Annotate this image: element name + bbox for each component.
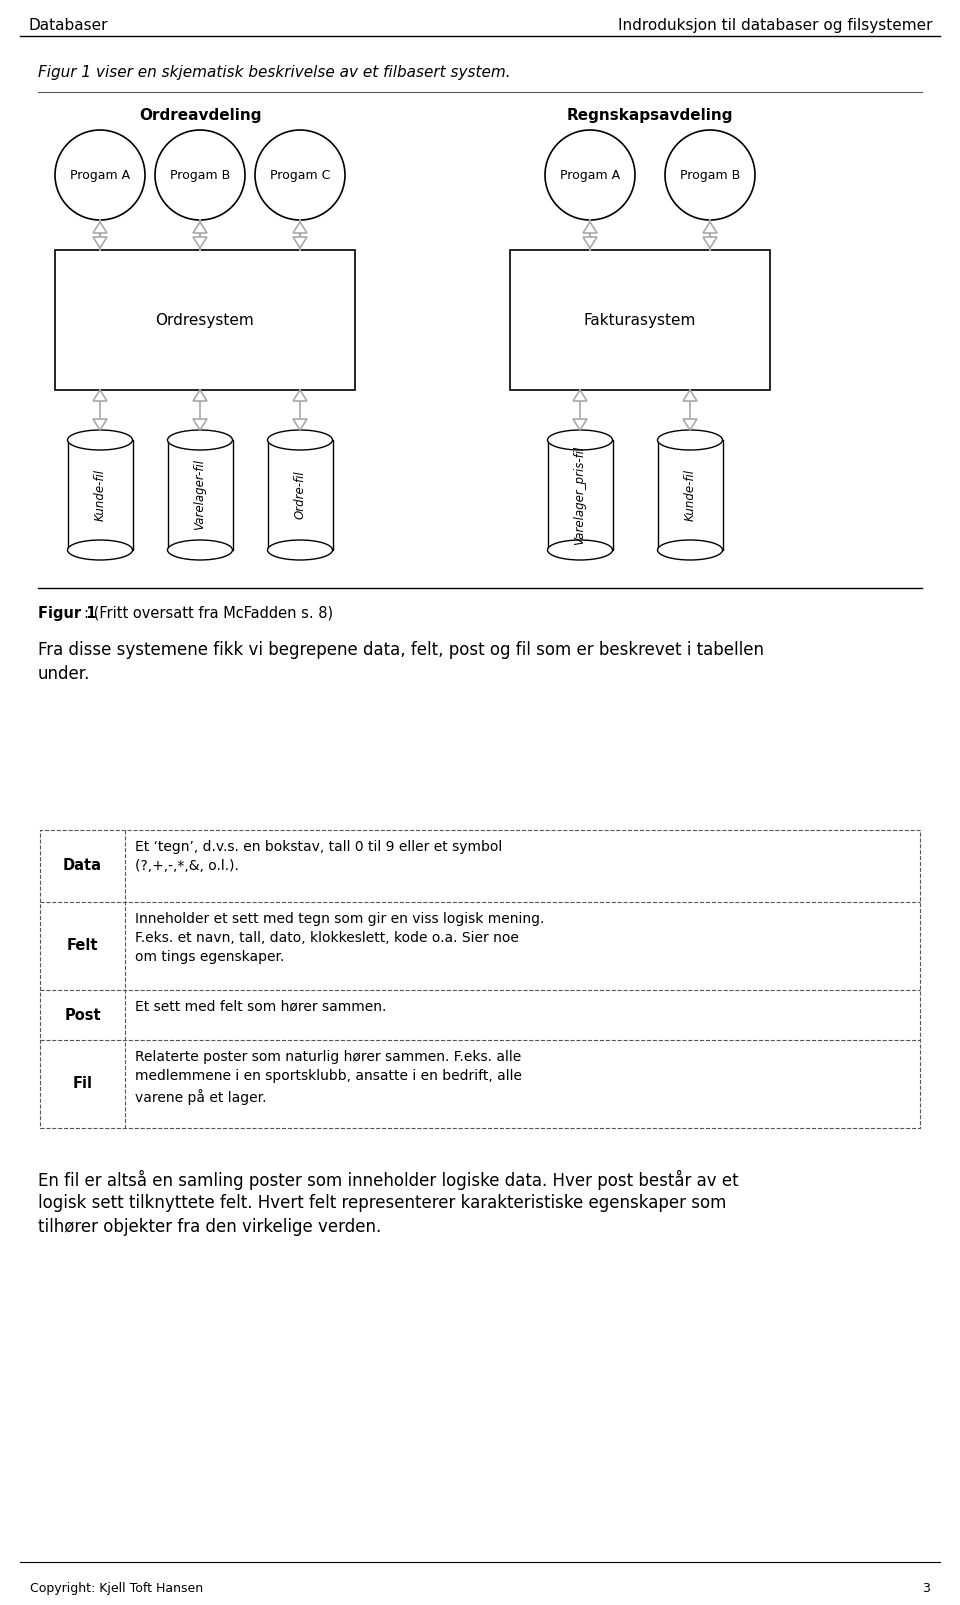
Polygon shape [293,390,307,401]
Polygon shape [93,238,107,249]
Text: Data: Data [63,859,102,873]
Text: 3: 3 [923,1583,930,1595]
Bar [510,250,770,390]
Text: Ordre-fil: Ordre-fil [294,470,306,520]
Text: Relaterte poster som naturlig hører sammen. F.eks. alle
medlemmene i en sportskl: Relaterte poster som naturlig hører samm… [135,1050,522,1104]
Text: Progam C: Progam C [270,169,330,181]
Text: Felt: Felt [67,939,98,953]
Bar [40,830,920,1128]
Bar [67,440,132,551]
Ellipse shape [658,430,723,449]
Polygon shape [583,221,597,233]
Polygon shape [573,419,587,430]
Text: Post: Post [64,1008,101,1022]
Text: Copyright: Kjell Toft Hansen: Copyright: Kjell Toft Hansen [30,1583,204,1595]
Text: Fakturasystem: Fakturasystem [584,313,696,327]
Polygon shape [93,390,107,401]
Ellipse shape [268,430,332,449]
Polygon shape [683,390,697,401]
Text: Et ‘tegn’, d.v.s. en bokstav, tall 0 til 9 eller et symbol
(?,+,-,*,&, o.l.).: Et ‘tegn’, d.v.s. en bokstav, tall 0 til… [135,839,502,873]
Ellipse shape [547,539,612,560]
Ellipse shape [67,430,132,449]
Text: Varelager-fil: Varelager-fil [194,459,206,531]
Bar [547,440,612,551]
Text: Kunde-fil: Kunde-fil [93,469,107,522]
Bar [167,440,232,551]
Text: Kunde-fil: Kunde-fil [684,469,697,522]
Ellipse shape [547,430,612,449]
Text: Progam B: Progam B [170,169,230,181]
Polygon shape [193,390,207,401]
Ellipse shape [67,539,132,560]
Text: Figur 1 viser en skjematisk beskrivelse av et filbasert system.: Figur 1 viser en skjematisk beskrivelse … [38,64,511,80]
Text: Et sett med felt som hører sammen.: Et sett med felt som hører sammen. [135,1000,386,1014]
Polygon shape [683,419,697,430]
Polygon shape [293,419,307,430]
Circle shape [665,130,755,220]
Circle shape [545,130,635,220]
Polygon shape [703,238,717,249]
Text: Ordresystem: Ordresystem [156,313,254,327]
Ellipse shape [167,430,232,449]
Circle shape [155,130,245,220]
Text: Databaser: Databaser [28,18,108,34]
Text: Regnskapsavdeling: Regnskapsavdeling [566,108,733,124]
Text: Progam A: Progam A [70,169,130,181]
Circle shape [255,130,345,220]
Ellipse shape [658,539,723,560]
Text: Inneholder et sett med tegn som gir en viss logisk mening.
F.eks. et navn, tall,: Inneholder et sett med tegn som gir en v… [135,912,544,965]
Text: Progam B: Progam B [680,169,740,181]
Text: logisk sett tilknyttete felt. Hvert felt representerer karakteristiske egenskape: logisk sett tilknyttete felt. Hvert felt… [38,1194,727,1212]
Circle shape [55,130,145,220]
Polygon shape [293,238,307,249]
Polygon shape [193,238,207,249]
Text: Figur 1: Figur 1 [38,607,97,621]
Text: Fra disse systemene fikk vi begrepene data, felt, post og fil som er beskrevet i: Fra disse systemene fikk vi begrepene da… [38,640,764,660]
Text: tilhører objekter fra den virkelige verden.: tilhører objekter fra den virkelige verd… [38,1218,381,1236]
Bar [268,440,332,551]
Polygon shape [193,419,207,430]
Text: En fil er altså en samling poster som inneholder logiske data. Hver post består : En fil er altså en samling poster som in… [38,1170,738,1189]
Text: Ordreavdeling: Ordreavdeling [139,108,261,124]
Bar [55,250,355,390]
Text: : (Fritt oversatt fra McFadden s. 8): : (Fritt oversatt fra McFadden s. 8) [84,607,333,621]
Polygon shape [293,221,307,233]
Bar [658,440,723,551]
Text: Indroduksjon til databaser og filsystemer: Indroduksjon til databaser og filsysteme… [617,18,932,34]
Polygon shape [703,221,717,233]
Ellipse shape [268,539,332,560]
Polygon shape [193,221,207,233]
Ellipse shape [167,539,232,560]
Text: Progam A: Progam A [560,169,620,181]
Text: under.: under. [38,664,90,684]
Polygon shape [573,390,587,401]
Polygon shape [583,238,597,249]
Text: Fil: Fil [73,1077,92,1091]
Polygon shape [93,221,107,233]
Text: Varelager_pris-fil: Varelager_pris-fil [573,445,587,544]
Polygon shape [93,419,107,430]
